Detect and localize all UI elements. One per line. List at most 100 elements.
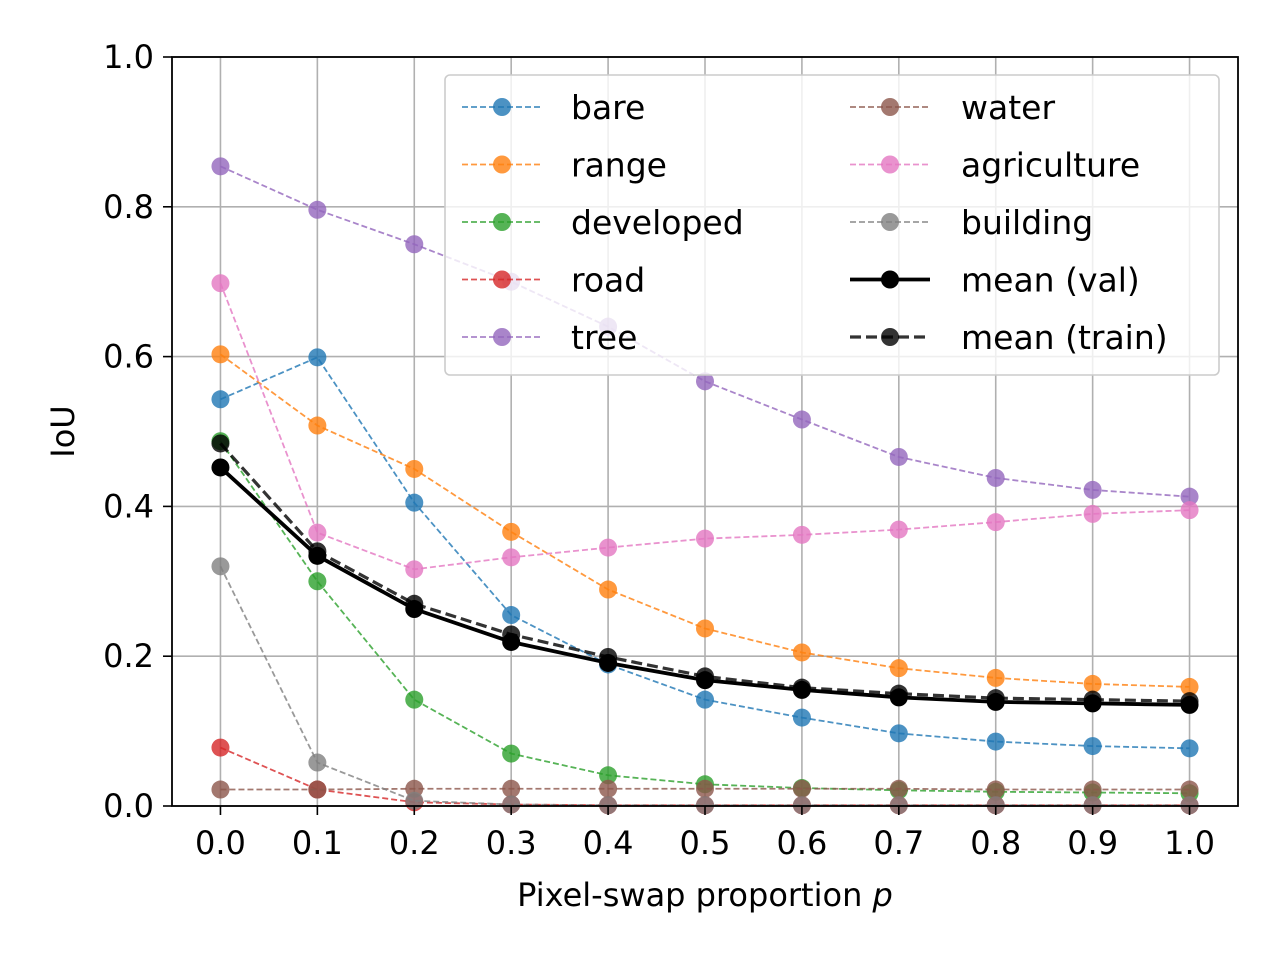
legend-item-mean-val: mean (val) xyxy=(850,261,1140,300)
legend-item-road: road xyxy=(462,261,645,300)
data-point xyxy=(405,235,424,254)
data-point xyxy=(405,690,424,709)
data-point xyxy=(986,668,1005,687)
data-point xyxy=(986,780,1005,799)
x-tick-label: 0.5 xyxy=(680,824,731,862)
legend-label: mean (train) xyxy=(961,318,1168,357)
legend-item-agriculture: agriculture xyxy=(850,146,1140,185)
legend-item-range: range xyxy=(462,146,667,185)
data-point xyxy=(1180,780,1199,799)
legend-marker xyxy=(881,155,899,174)
data-point xyxy=(599,766,618,785)
y-tick-label: 0.2 xyxy=(103,637,154,675)
data-point xyxy=(211,557,230,576)
legend-marker xyxy=(881,328,899,346)
y-tick-label: 0.4 xyxy=(103,487,154,525)
x-tick-label: 0.8 xyxy=(970,824,1021,862)
legend-marker xyxy=(881,213,899,231)
data-point xyxy=(1083,780,1102,799)
data-point xyxy=(889,659,908,678)
data-point xyxy=(1083,674,1102,693)
data-point xyxy=(308,542,327,561)
data-point xyxy=(211,738,230,757)
data-point xyxy=(696,779,714,798)
series-mean-train xyxy=(211,434,1199,711)
data-point xyxy=(308,753,327,772)
data-point xyxy=(889,684,908,703)
data-point xyxy=(1083,480,1102,499)
series-water xyxy=(211,779,1199,799)
legend-item-water: water xyxy=(850,88,1055,127)
data-point xyxy=(889,724,908,743)
data-point xyxy=(211,434,230,453)
legend-label: range xyxy=(571,146,667,185)
legend-label: building xyxy=(961,203,1093,242)
data-point xyxy=(211,345,230,364)
data-point xyxy=(502,606,521,625)
data-point xyxy=(986,689,1005,708)
data-point xyxy=(1083,737,1102,756)
legend-item-building: building xyxy=(850,203,1093,242)
series-range xyxy=(211,345,1199,696)
legend-item-bare: bare xyxy=(462,88,645,127)
x-tick-label: 0.6 xyxy=(776,824,827,862)
data-point xyxy=(1180,501,1199,520)
legend-item-tree: tree xyxy=(462,318,637,357)
data-point xyxy=(696,619,714,638)
data-point xyxy=(792,708,811,727)
x-tick-label: 0.0 xyxy=(195,824,246,862)
data-point xyxy=(308,572,327,591)
data-point xyxy=(211,274,230,293)
x-axis-label: Pixel-swap proportion p xyxy=(517,876,893,914)
y-tick-label: 0.8 xyxy=(103,188,154,226)
legend-marker xyxy=(493,213,511,231)
y-tick-label: 0.6 xyxy=(103,338,154,376)
data-point xyxy=(696,372,714,391)
legend-label: developed xyxy=(571,203,744,242)
series-agriculture xyxy=(211,274,1199,579)
data-point xyxy=(599,580,618,599)
series-line-mean-train xyxy=(219,442,1190,703)
data-point xyxy=(792,643,811,662)
data-point xyxy=(502,779,521,798)
data-point xyxy=(211,780,230,799)
data-point xyxy=(1180,487,1199,506)
legend-marker xyxy=(881,270,899,289)
data-point xyxy=(308,416,327,435)
data-point xyxy=(792,525,811,544)
data-point xyxy=(696,529,714,548)
data-point xyxy=(502,744,521,763)
y-axis-label: IoU xyxy=(44,405,82,457)
data-point xyxy=(986,732,1005,751)
x-axis-label-symbol: p xyxy=(872,876,893,914)
data-point xyxy=(308,200,327,219)
legend: bare range developed road tree water agricultu… xyxy=(444,74,1220,376)
data-point xyxy=(308,523,327,542)
series-layer xyxy=(211,157,1199,815)
data-point xyxy=(405,493,424,512)
legend-label: bare xyxy=(571,88,645,127)
x-tick-label: 0.4 xyxy=(583,824,634,862)
data-point xyxy=(889,779,908,798)
legend-item-developed: developed xyxy=(462,203,744,242)
x-tick-label: 0.3 xyxy=(486,824,537,862)
data-point xyxy=(1083,690,1102,709)
data-point xyxy=(986,513,1005,532)
data-point xyxy=(792,410,811,429)
x-tick-label: 0.7 xyxy=(873,824,924,862)
data-point xyxy=(308,780,327,799)
data-point xyxy=(986,468,1005,487)
data-point xyxy=(502,795,521,814)
legend-marker xyxy=(493,155,511,174)
data-point xyxy=(1180,692,1199,711)
data-point xyxy=(599,647,618,666)
data-point xyxy=(889,447,908,466)
x-tick-label: 0.2 xyxy=(389,824,440,862)
data-point xyxy=(211,390,230,409)
legend-marker xyxy=(881,98,899,116)
data-point xyxy=(405,459,424,478)
data-point xyxy=(696,667,714,686)
legend-label: water xyxy=(961,88,1055,127)
data-point xyxy=(1180,677,1199,696)
